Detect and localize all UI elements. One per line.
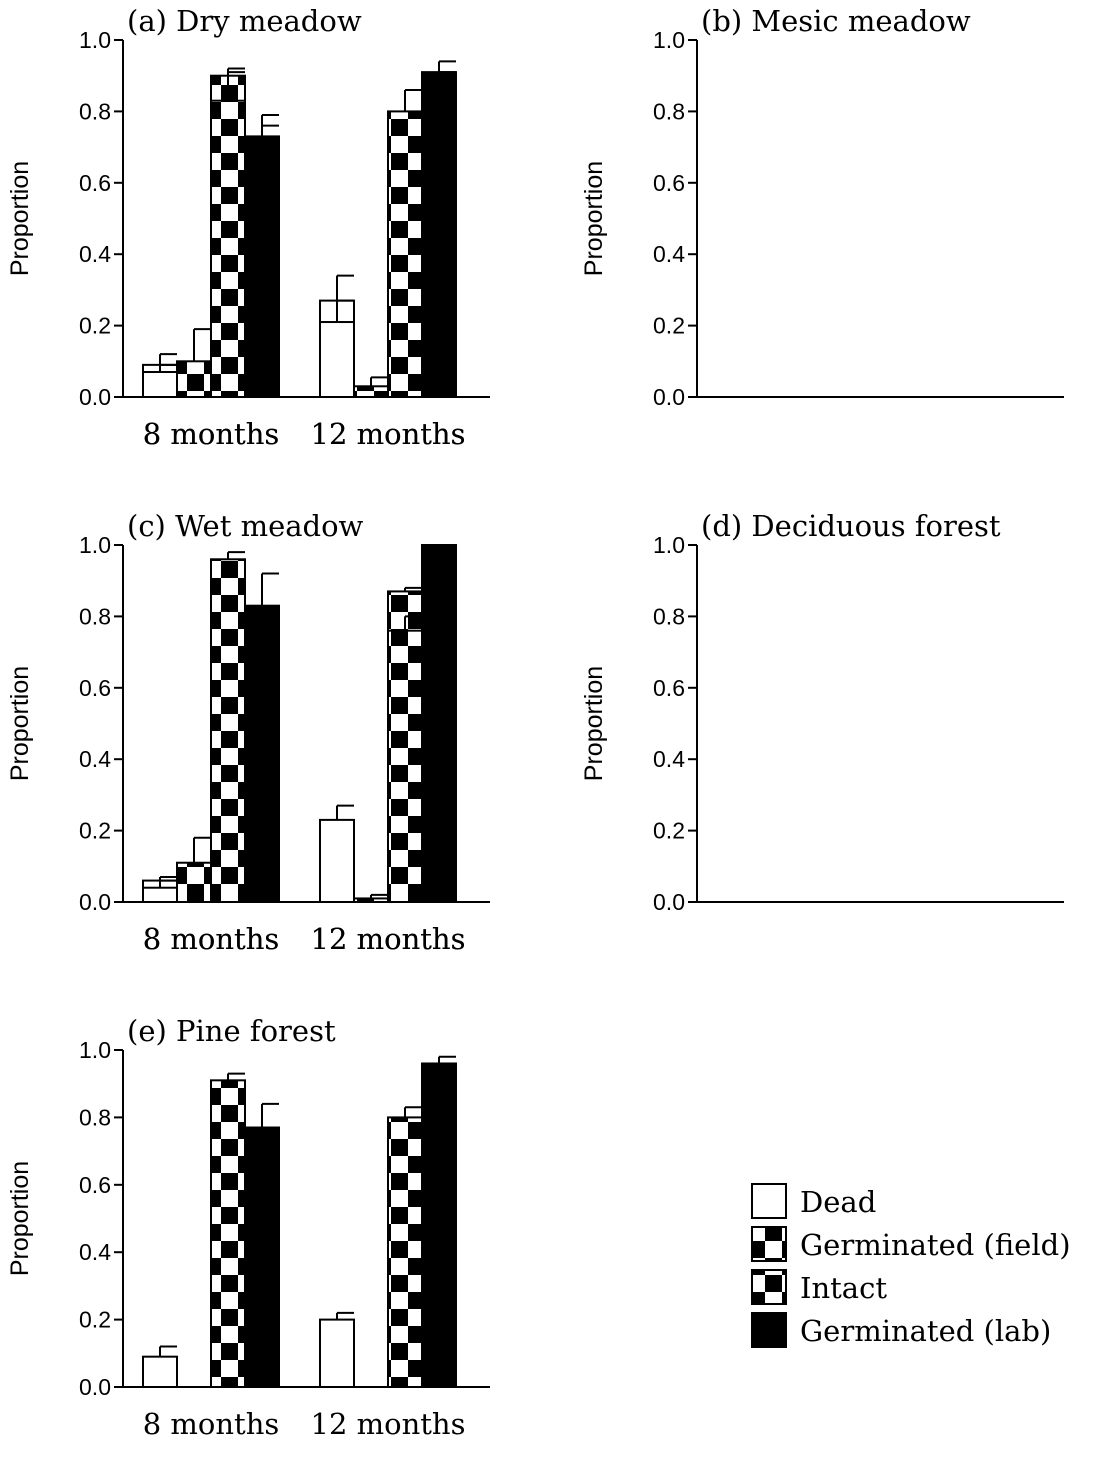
x-tick-label: 12 months	[311, 922, 466, 956]
legend: Dead Germinated (field) Intact Germinated (…	[751, 1183, 1071, 1348]
y-axis-label: Proportion	[580, 666, 608, 781]
bar-dead-12m	[319, 1318, 355, 1388]
y-axis-label: Proportion	[6, 666, 34, 781]
y-tick-label: 0.8	[653, 98, 685, 124]
y-tick-label: 0.6	[653, 675, 685, 701]
y-tick-label: 0.4	[79, 241, 111, 267]
panel-title: (e) Pine forest	[127, 1014, 336, 1048]
bar-dead-8m	[142, 886, 178, 903]
bar-germinated-lab-12m	[421, 71, 457, 398]
chart-panel-d: 8 months 12 months 0.0 0.2 0.4 0.6 0.8 1.0 Propo…	[142, 509, 1064, 956]
bar-dead-12m	[319, 321, 355, 398]
y-tick-label: 0.2	[79, 1307, 111, 1333]
y-tick-label: 0.0	[653, 384, 685, 410]
y-tick-label: 0.6	[79, 170, 111, 196]
y-axis-label: Proportion	[6, 161, 34, 276]
bar-dead-8m	[142, 371, 178, 399]
x-tick-label: 12 months	[311, 1407, 466, 1441]
panel-title: (b) Mesic meadow	[701, 4, 971, 38]
legend-item-field: Germinated (field)	[751, 1226, 1071, 1262]
panels-layer: 8 months 12 months 0.0 0.2 0.4 0.6 0.8 1.0 Propo…	[6, 4, 1064, 1441]
x-tick-label: 12 months	[311, 922, 466, 956]
panel-title: (c) Wet meadow	[127, 509, 364, 543]
y-tick-label: 0.6	[79, 1172, 111, 1198]
y-tick-label: 0.8	[79, 603, 111, 629]
y-tick-label: 0.8	[653, 603, 685, 629]
bar-intact-8m	[210, 1079, 246, 1388]
y-tick-label: 0.4	[653, 241, 685, 267]
legend-label: Germinated (lab)	[800, 1314, 1051, 1348]
y-tick-label: 1.0	[653, 532, 685, 558]
legend-label: Dead	[800, 1185, 876, 1219]
y-tick-label: 0.4	[653, 746, 685, 772]
y-tick-label: 1.0	[79, 1037, 111, 1063]
panel-title: (a) Dry meadow	[127, 4, 362, 38]
bar-intact-12m	[387, 110, 423, 399]
y-axis-label: Proportion	[580, 161, 608, 276]
y-axis-label: Proportion	[6, 1161, 34, 1276]
x-tick-label: 12 months	[311, 417, 466, 451]
y-tick-label: 0.2	[79, 313, 111, 339]
x-tick-label: 8 months	[143, 417, 280, 451]
bar-intact-8m	[210, 99, 246, 398]
panel-title: (d) Deciduous forest	[701, 509, 1001, 543]
bar-germinated-lab-8m	[244, 135, 280, 398]
bar-intact-12m	[387, 1116, 423, 1389]
bar-dead-8m	[142, 1355, 178, 1389]
bar-germinated-lab-12m	[421, 544, 457, 903]
x-tick-label: 8 months	[143, 922, 280, 956]
legend-label: Germinated (field)	[800, 1228, 1071, 1262]
legend-swatch-dead	[751, 1183, 787, 1219]
y-tick-label: 0.8	[79, 98, 111, 124]
bar-intact-8m	[210, 558, 246, 904]
x-tick-label: 8 months	[143, 1407, 280, 1441]
y-tick-label: 0.2	[653, 818, 685, 844]
y-tick-label: 1.0	[653, 27, 685, 53]
y-tick-label: 0.0	[79, 384, 111, 410]
x-tick-label: 8 months	[143, 922, 280, 956]
chart-panel-b: 8 months 12 months 0.0 0.2 0.4 0.6 0.8 1.0 Propo…	[142, 4, 1064, 451]
bar-germinated-field-8m	[176, 861, 212, 903]
legend-swatch-field	[751, 1226, 787, 1262]
y-tick-label: 0.0	[79, 889, 111, 915]
y-tick-label: 0.2	[653, 313, 685, 339]
y-tick-label: 0.0	[653, 889, 685, 915]
y-tick-label: 0.2	[79, 818, 111, 844]
bar-germinated-lab-8m	[244, 1126, 280, 1388]
bar-intact-12m	[387, 629, 423, 903]
y-tick-label: 1.0	[79, 27, 111, 53]
bar-dead-12m	[319, 818, 355, 904]
x-tick-label: 12 months	[311, 417, 466, 451]
y-tick-label: 0.6	[79, 675, 111, 701]
y-tick-label: 0.4	[79, 1239, 111, 1265]
bar-germinated-lab-8m	[244, 651, 280, 903]
y-tick-label: 0.6	[653, 170, 685, 196]
bar-germinated-field-12m	[353, 385, 389, 399]
bar-germinated-field-8m	[176, 360, 212, 398]
bar-germinated-lab-12m	[421, 1062, 457, 1388]
y-tick-label: 0.0	[79, 1374, 111, 1400]
y-tick-label: 1.0	[79, 532, 111, 558]
chart-panel-e: 8 months 12 months 0.0 0.2 0.4 0.6 0.8 1.0 Propo…	[6, 1014, 490, 1441]
legend-item-intact: Intact	[751, 1269, 887, 1305]
legend-label: Intact	[800, 1271, 887, 1305]
legend-item-dead: Dead	[751, 1183, 876, 1219]
legend-swatch-lab	[751, 1312, 787, 1348]
x-tick-label: 8 months	[143, 417, 280, 451]
y-tick-label: 0.4	[79, 746, 111, 772]
legend-swatch-intact	[751, 1269, 787, 1305]
y-tick-label: 0.8	[79, 1104, 111, 1130]
legend-item-lab: Germinated (lab)	[751, 1312, 1051, 1348]
